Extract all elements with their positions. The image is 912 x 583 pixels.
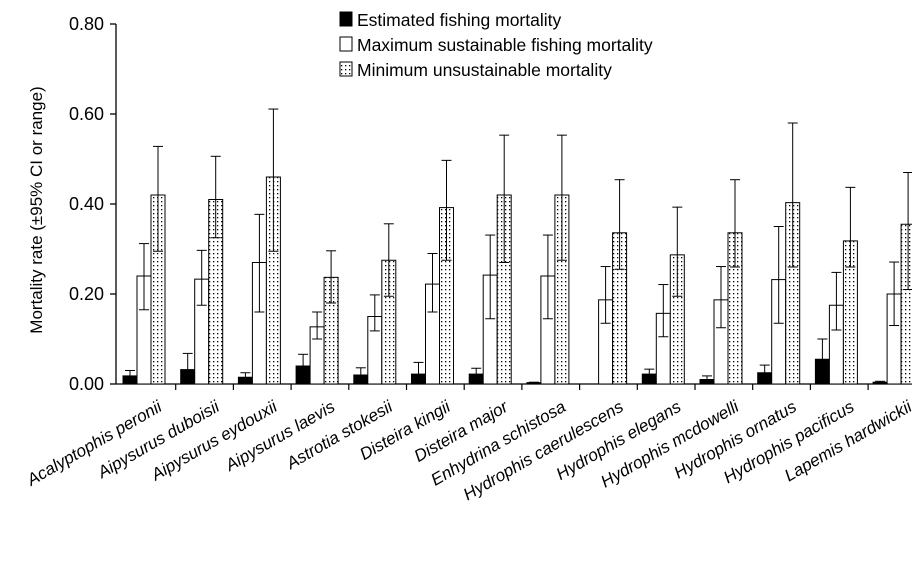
- bar-estimated: [641, 373, 657, 385]
- bar-estimated: [468, 373, 484, 385]
- bar-estimated: [353, 374, 369, 385]
- y-tick-label: 0.40: [69, 194, 104, 214]
- bar-estimated: [757, 372, 773, 385]
- legend-swatch: [339, 11, 353, 27]
- bar-estimated: [237, 376, 253, 385]
- y-tick-label: 0.20: [69, 284, 104, 304]
- bar-estimated: [295, 365, 311, 385]
- bar-estimated: [699, 379, 715, 385]
- y-tick-label: 0.60: [69, 104, 104, 124]
- legend-label: Minimum unsustainable mortality: [357, 60, 612, 80]
- y-tick-label: 0.00: [69, 374, 104, 394]
- error-bars-layer: [125, 108, 912, 383]
- bar-estimated: [872, 381, 888, 385]
- bar-estimated: [814, 358, 830, 385]
- legend-swatch: [339, 61, 353, 77]
- bars-layer: [122, 176, 912, 385]
- y-tick-label: 0.80: [69, 14, 104, 34]
- legend-label: Estimated fishing mortality: [357, 10, 561, 30]
- bar-min-unsustainable: [900, 223, 912, 385]
- y-axis-title: Mortality rate (±95% CI or range): [27, 86, 46, 333]
- legend-swatch: [339, 36, 353, 52]
- legend-label: Maximum sustainable fishing mortality: [357, 35, 653, 55]
- legend: Estimated fishing mortality Maximum susta…: [339, 10, 653, 80]
- bar-estimated: [411, 373, 426, 385]
- bar-estimated: [122, 375, 138, 385]
- bar-estimated: [180, 369, 196, 385]
- bar-estimated: [526, 382, 542, 385]
